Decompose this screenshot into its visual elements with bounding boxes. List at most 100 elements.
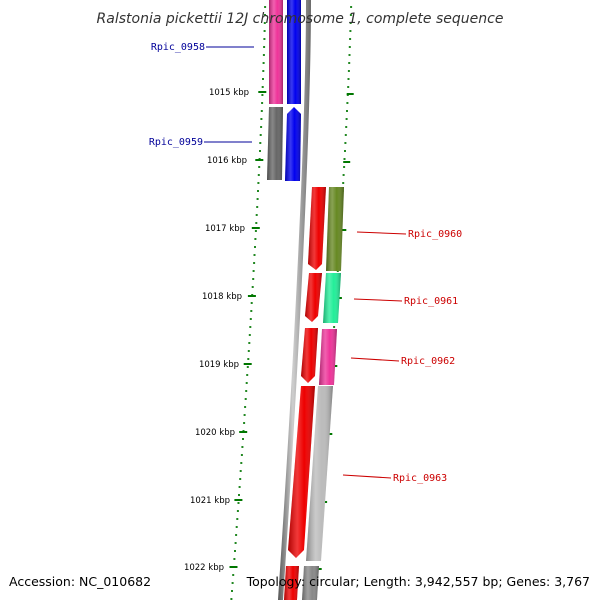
scale-dot bbox=[263, 46, 266, 48]
shade-overlay bbox=[284, 566, 299, 600]
scale-major-tick bbox=[243, 363, 252, 365]
shade-overlay bbox=[269, 0, 283, 104]
scale-dot bbox=[349, 22, 352, 24]
scale-dot bbox=[348, 62, 351, 64]
scale-dot bbox=[253, 262, 256, 264]
scale-dot bbox=[349, 38, 352, 40]
scale-dot bbox=[343, 166, 346, 168]
scale-dot bbox=[239, 478, 242, 480]
scale-dot bbox=[243, 422, 246, 424]
scale-dot bbox=[342, 182, 345, 184]
scale-dot bbox=[260, 110, 263, 112]
scale-dot bbox=[251, 286, 254, 288]
scale-dot bbox=[237, 502, 240, 504]
scale-dot bbox=[343, 158, 346, 160]
gene-label-rpic-0961[interactable]: Rpic_0961 bbox=[353, 296, 458, 307]
gene-name-rpic-0962: Rpic_0962 bbox=[401, 356, 455, 367]
scale-major-tick bbox=[258, 91, 267, 93]
gene-label-rpic-0958[interactable]: Rpic_0958 bbox=[151, 42, 254, 53]
scale-dot bbox=[255, 222, 258, 224]
scale-dot bbox=[236, 510, 239, 512]
scale-major-tick bbox=[346, 93, 354, 95]
gene-name-rpic-0959: Rpic_0959 bbox=[149, 137, 203, 148]
scale-dot bbox=[252, 270, 255, 272]
scale-dot bbox=[253, 254, 256, 256]
shade-overlay bbox=[326, 187, 344, 271]
scale-dot bbox=[263, 38, 266, 40]
scale-dot bbox=[246, 374, 249, 376]
scale-dot bbox=[232, 574, 235, 576]
scale-label-1017: 1017 kbp bbox=[205, 224, 245, 234]
leader-line-rpic-0960 bbox=[356, 231, 407, 235]
scale-dot bbox=[347, 78, 350, 80]
scale-dot bbox=[234, 542, 237, 544]
scale-dot bbox=[259, 142, 262, 144]
gene-labels: Rpic_0958 Rpic_0959 Rpic_0960 Rpic_0961 … bbox=[149, 42, 462, 484]
scale-dot bbox=[262, 62, 265, 64]
shade-overlay bbox=[323, 273, 341, 323]
scale-dot bbox=[244, 398, 247, 400]
scale-label-1015: 1015 kbp bbox=[209, 88, 249, 98]
scale-major-tick bbox=[255, 159, 264, 161]
scale-dot bbox=[252, 278, 255, 280]
scale-dot bbox=[231, 590, 233, 592]
gene-name-rpic-0960: Rpic_0960 bbox=[408, 229, 462, 240]
leader-line-rpic-0961 bbox=[353, 298, 403, 302]
scale-dot bbox=[250, 310, 253, 312]
gene-label-rpic-0962[interactable]: Rpic_0962 bbox=[350, 356, 455, 367]
scale-dot bbox=[240, 454, 243, 456]
scale-label-1022: 1022 kbp bbox=[184, 563, 224, 573]
shade-overlay bbox=[267, 107, 283, 180]
scale-dot bbox=[248, 334, 251, 336]
scale-major-tick bbox=[247, 295, 256, 297]
scale-dot bbox=[248, 342, 251, 344]
scale-dot bbox=[230, 598, 233, 600]
scale-dot bbox=[256, 206, 259, 208]
scale-dot bbox=[246, 366, 249, 368]
shade-overlay bbox=[285, 107, 301, 181]
scale-dot bbox=[262, 70, 265, 72]
shade-overlay bbox=[319, 329, 337, 385]
shade-overlay bbox=[306, 386, 333, 561]
scale-dot bbox=[342, 174, 345, 176]
scale-dot bbox=[346, 110, 348, 112]
scale-dot bbox=[257, 182, 260, 184]
scale-dot bbox=[345, 118, 348, 120]
scale-labels: 1015 kbp 1016 kbp 1017 kbp 1018 kbp 1019… bbox=[184, 88, 249, 573]
scale-dot bbox=[241, 446, 244, 448]
scale-dot bbox=[262, 78, 264, 80]
scale-major-tick bbox=[251, 227, 260, 229]
scale-major-tick bbox=[229, 566, 238, 568]
gene-name-rpic-0963: Rpic_0963 bbox=[393, 473, 447, 484]
scale-dot bbox=[254, 246, 256, 248]
scale-dot bbox=[260, 118, 263, 120]
scale-dot bbox=[234, 550, 236, 552]
scale-dot bbox=[249, 318, 252, 320]
scale-dot bbox=[244, 406, 247, 408]
scale-dot bbox=[344, 134, 347, 136]
shade-overlay bbox=[301, 328, 318, 383]
scale-label-1016: 1016 kbp bbox=[207, 156, 247, 166]
scale-dot bbox=[239, 470, 242, 472]
gene-label-rpic-0963[interactable]: Rpic_0963 bbox=[342, 473, 447, 484]
scale-label-1018: 1018 kbp bbox=[202, 292, 242, 302]
scale-dot bbox=[257, 174, 260, 176]
gene-name-rpic-0958: Rpic_0958 bbox=[151, 42, 205, 53]
shade-overlay bbox=[302, 566, 319, 600]
scale-major-tick bbox=[234, 499, 243, 501]
scale-dot bbox=[258, 166, 261, 168]
scale-dot bbox=[259, 134, 262, 136]
leader-line-rpic-0962 bbox=[350, 357, 400, 362]
scale-dot bbox=[348, 46, 351, 48]
scale-dot bbox=[247, 350, 250, 352]
scale-dot bbox=[231, 582, 234, 584]
shade-overlay bbox=[308, 187, 326, 270]
scale-dot bbox=[262, 54, 265, 56]
chromosome-backbone bbox=[278, 0, 311, 600]
scale-dot bbox=[349, 14, 352, 16]
scale-dot bbox=[263, 22, 266, 24]
gene-label-rpic-0959[interactable]: Rpic_0959 bbox=[149, 137, 252, 148]
gene-label-rpic-0960[interactable]: Rpic_0960 bbox=[356, 229, 462, 240]
scale-major-tick bbox=[239, 431, 248, 433]
